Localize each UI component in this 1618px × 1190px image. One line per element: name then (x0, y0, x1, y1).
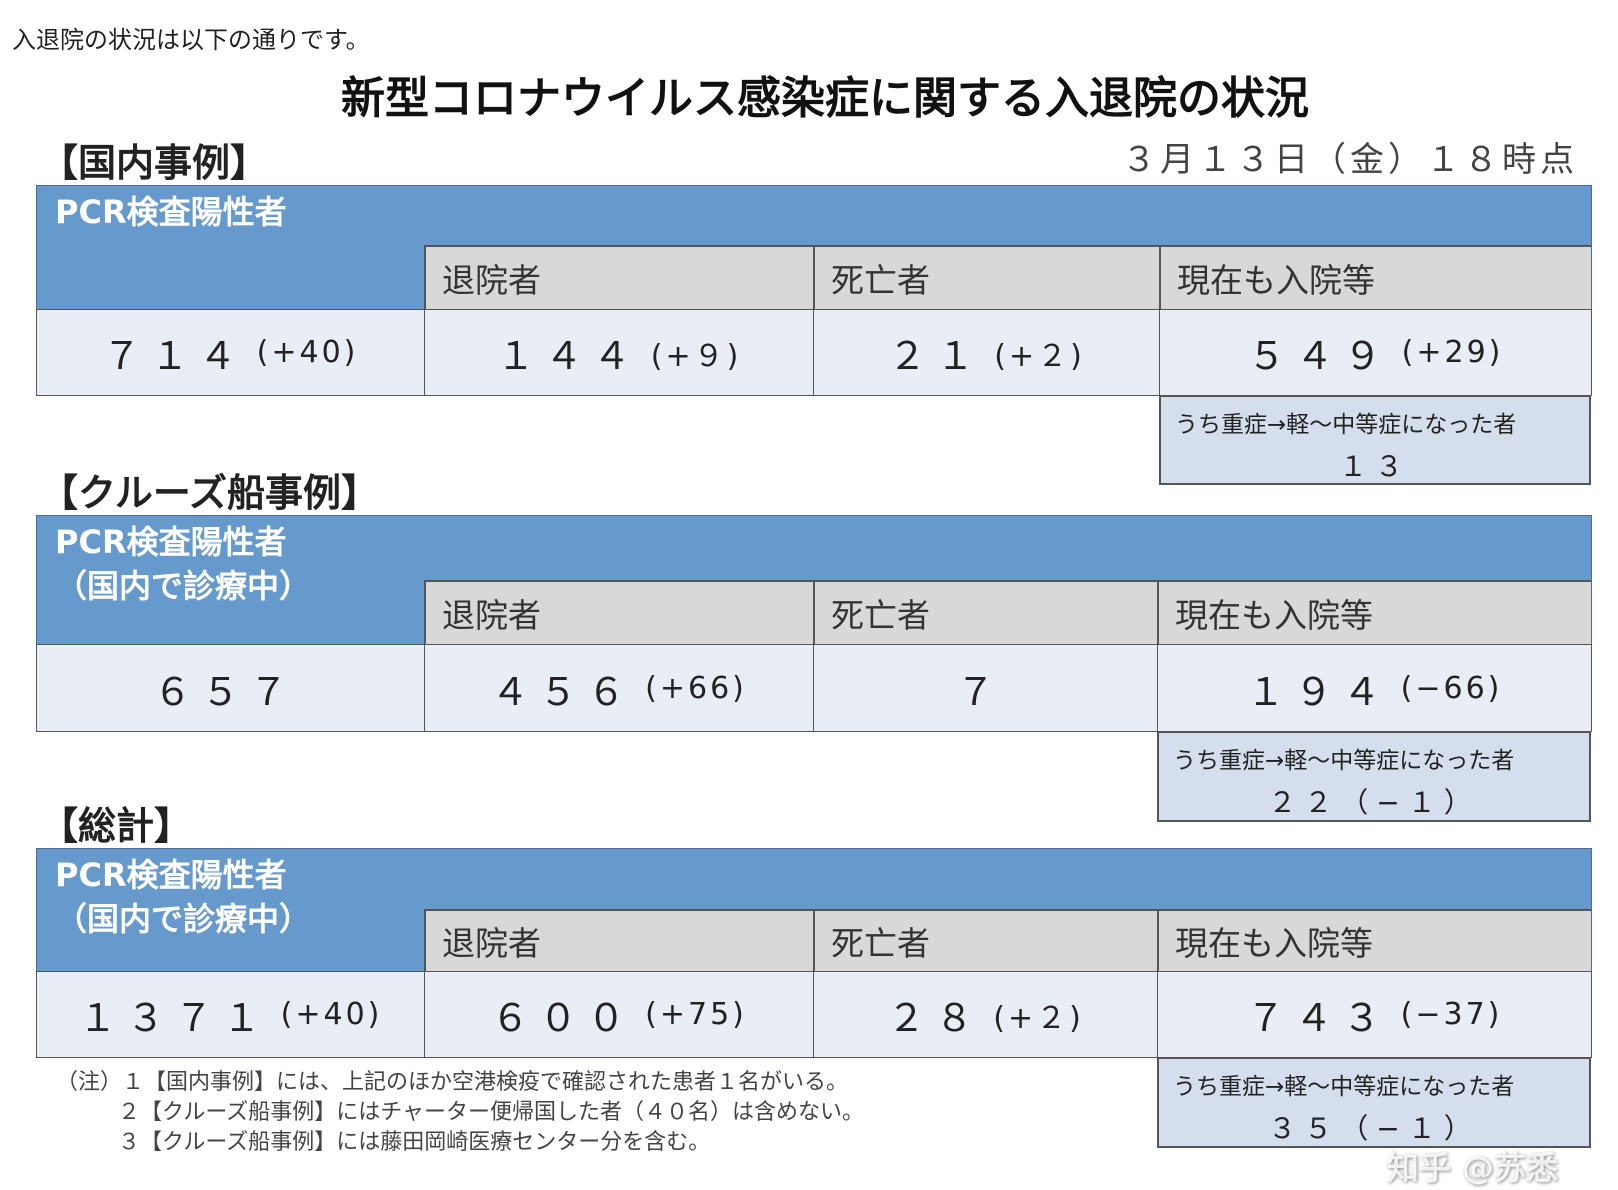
intro-text: 入退院の状況は以下の通りです。 (12, 26, 370, 54)
value-deaths: ２１ (+２) (813, 309, 1160, 396)
hospitalized-count: １９４ (1246, 669, 1391, 714)
deaths-count: ７ (956, 669, 1005, 714)
deaths-count: ２１ (888, 334, 985, 378)
positive-count: ７１４ (102, 334, 247, 378)
col-discharged: 退院者 (424, 909, 813, 971)
col-discharged: 退院者 (424, 580, 813, 644)
section-heading: 【クルーズ船事例】 (40, 471, 379, 515)
value-positive: ６５７ (36, 644, 425, 732)
value-deaths: ７ (813, 644, 1158, 732)
positive-delta: (+40) (256, 335, 359, 370)
severe-to-mild-box: うち重症→軽～中等症になった者 ３５（−１） (1157, 1057, 1591, 1148)
positive-label: PCR検査陽性者 (55, 523, 287, 561)
hospitalized-delta: (−66) (1400, 670, 1503, 706)
as-of-date: ３月１３日（金）１８時点 (1122, 140, 1578, 180)
deaths-delta: (+２) (994, 338, 1085, 374)
value-deaths: ２８ (+２) (813, 971, 1158, 1058)
severe-to-mild-box: うち重症→軽～中等症になった者 ２２（−１） (1157, 731, 1591, 822)
value-discharged: ６００ (+75) (424, 971, 814, 1058)
col-deaths: 死亡者 (813, 580, 1157, 644)
hospitalized-count: ５４９ (1247, 334, 1392, 378)
value-discharged: １４４ (+９) (424, 309, 814, 396)
page-title: 新型コロナウイルス感染症に関する入退院の状況 (341, 73, 1309, 124)
discharged-count: ４５６ (491, 669, 636, 714)
severe-to-mild-label: うち重症→軽～中等症になった者 (1173, 748, 1515, 774)
positive-sublabel: （国内で診療中） (55, 900, 312, 938)
note-1: （注）１【国内事例】には、上記のほか空港検疫で確認された患者１名がいる。 (56, 1070, 849, 1095)
col-discharged: 退院者 (424, 245, 813, 309)
severe-to-mild-value: １３ (1338, 450, 1411, 483)
positive-count: １３７１ (78, 996, 271, 1040)
positive-label: PCR検査陽性者 (55, 193, 287, 231)
section-heading: 【国内事例】 (40, 141, 269, 185)
value-positive: ７１４ (+40) (36, 309, 425, 396)
value-positive: １３７１ (+40) (36, 971, 425, 1058)
positive-delta: (+40) (280, 997, 383, 1032)
discharged-delta: (+75) (645, 997, 747, 1032)
hospitalized-count: ７４３ (1246, 996, 1391, 1040)
col-hospitalized: 現在も入院等 (1157, 580, 1591, 644)
hospitalized-delta: (+29) (1401, 335, 1504, 370)
value-discharged: ４５６ (+66) (424, 644, 814, 732)
deaths-delta: (+２) (993, 1000, 1084, 1036)
positive-count: ６５７ (153, 669, 298, 714)
positive-sublabel: （国内で診療中） (55, 567, 312, 605)
severe-to-mild-value: ２２（−１） (1268, 786, 1480, 819)
severe-to-mild-value: ３５（−１） (1268, 1112, 1480, 1145)
severe-to-mild-label: うち重症→軽～中等症になった者 (1173, 1074, 1515, 1100)
discharged-count: ６００ (491, 996, 636, 1040)
col-hospitalized: 現在も入院等 (1157, 909, 1591, 971)
hospitalized-delta: (−37) (1400, 997, 1503, 1032)
col-hospitalized: 現在も入院等 (1159, 245, 1591, 309)
watermark: 知乎 @苏悉 (1386, 1149, 1558, 1187)
col-deaths: 死亡者 (813, 909, 1157, 971)
note-3: ３【クルーズ船事例】には藤田岡崎医療センター分を含む。 (118, 1130, 711, 1155)
discharged-count: １４４ (496, 334, 641, 378)
value-hospitalized: １９４ (−66) (1157, 644, 1592, 732)
discharged-delta: (+66) (645, 670, 747, 706)
deaths-count: ２８ (887, 996, 984, 1040)
col-deaths: 死亡者 (813, 245, 1159, 309)
section-heading: 【総計】 (40, 804, 193, 848)
severe-to-mild-box: うち重症→軽～中等症になった者 １３ (1159, 395, 1591, 485)
value-hospitalized: ５４９ (+29) (1159, 309, 1592, 396)
value-hospitalized: ７４３ (−37) (1157, 971, 1592, 1058)
severe-to-mild-label: うち重症→軽～中等症になった者 (1175, 412, 1517, 438)
discharged-delta: (+９) (650, 338, 742, 374)
note-2: ２【クルーズ船事例】にはチャーター便帰国した者（４０名）は含めない。 (118, 1100, 865, 1125)
positive-label: PCR検査陽性者 (55, 856, 287, 894)
